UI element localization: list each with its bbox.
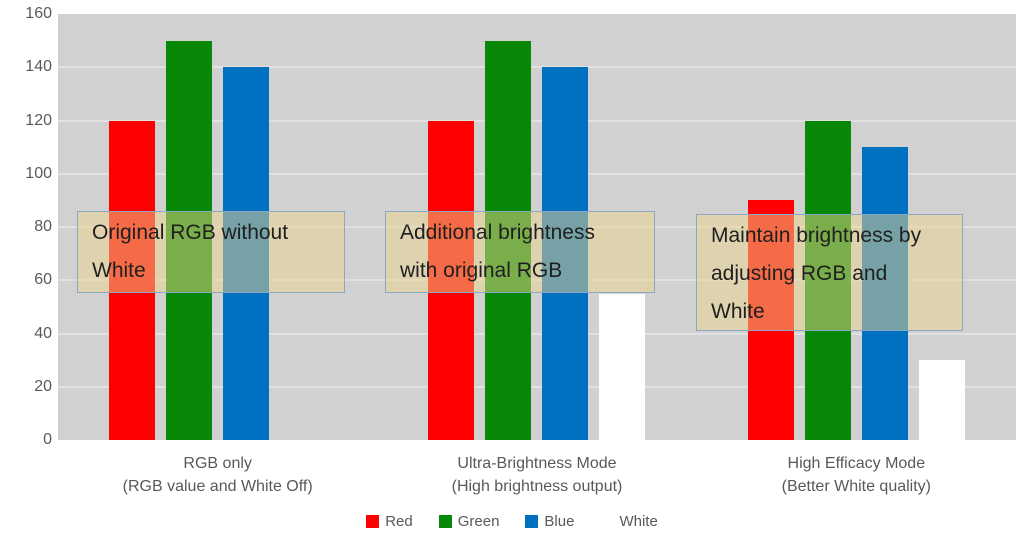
legend-swatch-green <box>438 515 452 528</box>
y-tick-label-100: 100 <box>25 164 52 182</box>
annotation-original-rgb-without-white: Original RGB without White <box>77 211 345 293</box>
plot-area: Original RGB without White Additional br… <box>58 14 1016 440</box>
y-tick-label-120: 120 <box>25 111 52 129</box>
y-tick-label-20: 20 <box>34 377 52 395</box>
bar-white-group2 <box>599 293 646 440</box>
gridline-20 <box>58 385 1016 388</box>
legend-label-blue: Blue <box>544 513 575 530</box>
y-tick-label-80: 80 <box>34 218 52 235</box>
gridline-100 <box>58 172 1016 175</box>
y-tick-label-40: 40 <box>34 324 52 342</box>
y-tick-label-160: 160 <box>25 5 52 22</box>
legend-item-blue: Blue <box>525 513 574 530</box>
legend-item-green: Green <box>438 513 500 530</box>
x-axis-category-labels: RGB only (RGB value and White Off) Ultra-… <box>58 452 1016 498</box>
gridline-120 <box>58 119 1016 122</box>
legend-label-red: Red <box>385 513 413 530</box>
bar-white-group3 <box>918 360 965 440</box>
legend-swatch-white <box>600 515 614 528</box>
legend: Red Green Blue White <box>0 513 1024 530</box>
legend-label-green: Green <box>457 513 500 530</box>
y-tick-label-140: 140 <box>25 58 52 76</box>
annotation-additional-brightness: Additional brightness with original RGB <box>385 211 655 293</box>
category-label-2: Ultra-Brightness Mode (High brightness o… <box>451 455 623 495</box>
legend-swatch-red <box>366 515 380 528</box>
category-label-1: RGB only (RGB value and White Off) <box>122 455 313 495</box>
legend-swatch-blue <box>525 515 539 528</box>
gridline-140 <box>58 66 1016 69</box>
y-tick-label-0: 0 <box>43 431 52 448</box>
y-tick-label-60: 60 <box>34 271 52 289</box>
legend-item-white: White <box>600 513 658 530</box>
category-label-3: High Efficacy Mode (Better White quality… <box>781 455 932 495</box>
gridline-40 <box>58 332 1016 335</box>
annotation-maintain-brightness: Maintain brightness by adjusting RGB and… <box>696 214 963 331</box>
y-axis: 0 20 40 60 80 100 120 140 160 <box>0 0 52 553</box>
legend-label-white: White <box>619 513 658 530</box>
legend-item-red: Red <box>366 513 413 530</box>
